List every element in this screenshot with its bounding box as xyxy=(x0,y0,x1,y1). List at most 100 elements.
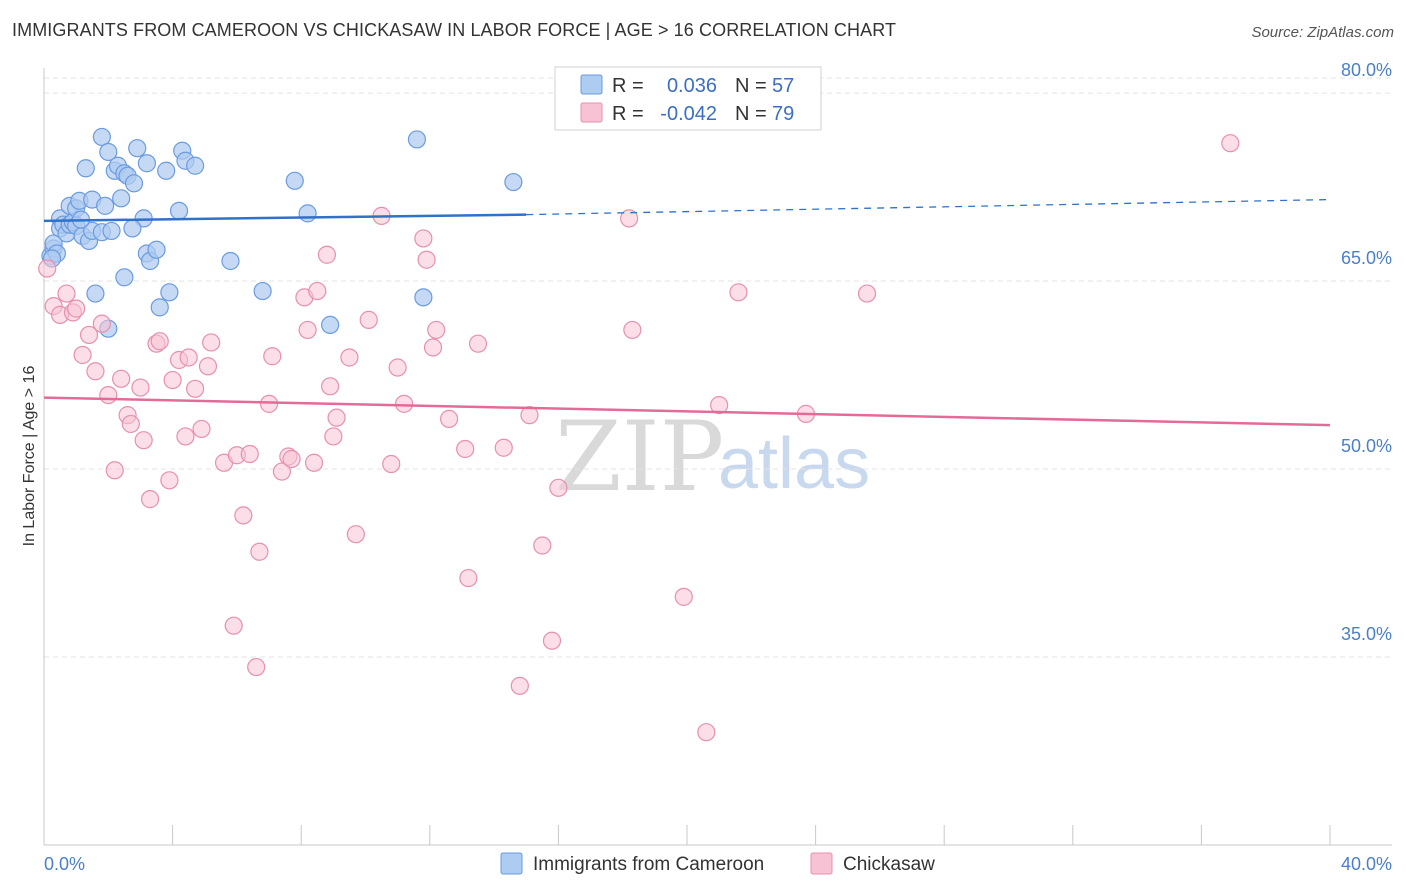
point-cameroon xyxy=(298,204,317,223)
legend-n-label-1: N = xyxy=(735,75,767,97)
point-chickasaw xyxy=(423,338,443,357)
point-cameroon xyxy=(321,315,340,335)
point-cameroon xyxy=(86,284,105,303)
point-chickasaw xyxy=(73,345,92,365)
point-chickasaw xyxy=(163,370,182,390)
x-tick-label-max: 40.0% xyxy=(1341,854,1392,874)
y-tick-label: 35.0% xyxy=(1341,624,1392,644)
trend-line-chickasaw xyxy=(43,396,1331,427)
point-chickasaw xyxy=(321,377,340,396)
point-cameroon xyxy=(128,139,147,158)
point-chickasaw xyxy=(186,379,205,398)
point-chickasaw xyxy=(620,209,639,228)
point-chickasaw xyxy=(150,332,169,351)
point-chickasaw xyxy=(67,299,86,318)
point-chickasaw xyxy=(623,320,642,340)
point-cameroon xyxy=(99,142,118,162)
point-chickasaw xyxy=(439,409,459,429)
point-chickasaw xyxy=(179,348,198,367)
point-chickasaw xyxy=(324,427,343,446)
y-tick-label: 65.0% xyxy=(1341,248,1392,268)
point-cameroon xyxy=(95,196,115,215)
point-chickasaw xyxy=(140,490,160,509)
point-chickasaw xyxy=(121,414,140,434)
point-chickasaw xyxy=(459,568,478,588)
point-cameroon xyxy=(160,283,179,302)
y-tick-label: 80.0% xyxy=(1341,60,1392,80)
x-axis-ticks xyxy=(172,825,1331,845)
stats-legend: R = 0.036 N = 57 R = -0.042 N = 79 xyxy=(554,66,822,131)
point-cameroon xyxy=(150,298,169,317)
point-chickasaw xyxy=(250,542,269,561)
point-chickasaw xyxy=(79,325,99,345)
point-chickasaw xyxy=(57,284,76,303)
point-cameroon xyxy=(221,251,240,271)
point-chickasaw xyxy=(198,357,218,376)
x-tick-label-min: 0.0% xyxy=(44,854,85,874)
point-chickasaw xyxy=(710,396,729,415)
legend-r-value-1: 0.036 xyxy=(667,75,717,97)
source-label: Source: ZipAtlas.com xyxy=(1251,24,1394,41)
trend-line-cameroon xyxy=(43,213,527,223)
point-cameroon xyxy=(169,201,189,220)
point-chickasaw xyxy=(729,283,748,302)
legend-swatch-cameroon xyxy=(580,74,603,95)
series-legend-swatch-chickasaw xyxy=(810,852,833,875)
point-chickasaw xyxy=(202,333,221,352)
point-chickasaw xyxy=(99,385,118,405)
point-cameroon xyxy=(76,159,95,178)
point-chickasaw xyxy=(468,334,488,353)
point-chickasaw xyxy=(427,320,446,340)
point-cameroon xyxy=(504,172,523,192)
y-axis-title: In Labor Force | Age > 16 xyxy=(21,366,38,547)
point-chickasaw xyxy=(298,320,317,340)
point-chickasaw xyxy=(857,284,877,303)
legend-r-value-2: -0.042 xyxy=(660,103,717,125)
point-chickasaw xyxy=(1221,134,1240,153)
point-chickasaw xyxy=(176,427,195,446)
chart-title: IMMIGRANTS FROM CAMEROON VS CHICKASAW IN… xyxy=(12,20,897,40)
point-chickasaw xyxy=(417,250,436,269)
point-chickasaw xyxy=(549,478,568,497)
point-cameroon xyxy=(414,288,433,307)
point-chickasaw xyxy=(86,362,105,381)
point-chickasaw xyxy=(327,408,346,427)
point-chickasaw xyxy=(317,245,337,264)
point-chickasaw xyxy=(510,676,529,695)
point-cameroon xyxy=(253,281,272,301)
point-chickasaw xyxy=(382,454,401,474)
point-chickasaw xyxy=(414,229,433,248)
point-chickasaw xyxy=(112,369,131,388)
point-chickasaw xyxy=(224,616,243,635)
point-chickasaw xyxy=(359,310,378,329)
legend-r-label-1: R = xyxy=(612,75,644,97)
point-cameroon xyxy=(124,174,144,193)
point-chickasaw xyxy=(533,536,552,555)
point-chickasaw xyxy=(520,406,539,425)
point-chickasaw xyxy=(308,281,327,301)
legend-n-label-2: N = xyxy=(735,103,767,125)
trend-lines xyxy=(43,198,1331,427)
point-chickasaw xyxy=(234,506,253,525)
point-cameroon xyxy=(137,154,156,173)
point-cameroon xyxy=(115,268,134,287)
series-legend-label-chickasaw: Chickasaw xyxy=(843,854,935,875)
legend-swatch-chickasaw xyxy=(580,102,603,123)
point-chickasaw xyxy=(131,378,150,397)
point-chickasaw xyxy=(259,394,279,413)
series-legend-swatch-cameroon xyxy=(500,852,523,875)
point-chickasaw xyxy=(263,347,282,366)
grid-lines xyxy=(44,77,1392,658)
point-chickasaw xyxy=(394,394,414,413)
point-cameroon xyxy=(102,221,121,241)
point-chickasaw xyxy=(240,444,259,464)
legend-r-label-2: R = xyxy=(612,103,644,125)
watermark-zip: ZIP xyxy=(555,401,724,513)
legend-n-value-1: 57 xyxy=(772,75,794,97)
data-points xyxy=(38,127,1240,742)
watermark-atlas: atlas xyxy=(718,424,870,504)
point-cameroon xyxy=(123,219,142,238)
point-chickasaw xyxy=(674,587,693,606)
trend-line-cameroon-projection xyxy=(526,198,1331,216)
